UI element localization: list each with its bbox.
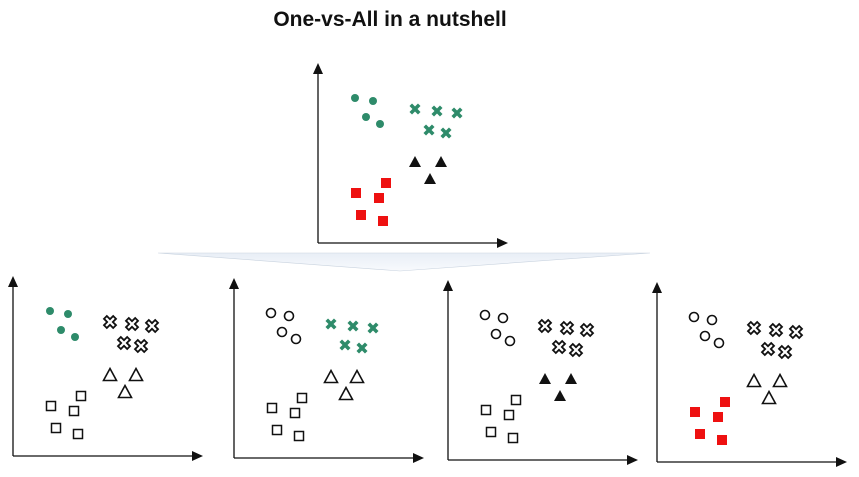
dot-point (706, 314, 718, 326)
cross-point (339, 339, 351, 351)
square-point (75, 390, 87, 402)
cross-point (144, 318, 160, 334)
diagram-title: One-vs-All in a nutshell (273, 8, 507, 31)
dot-point (283, 310, 295, 322)
square-point (50, 422, 62, 434)
axes (8, 276, 203, 461)
triangle-point (435, 156, 447, 167)
dot-point (699, 330, 711, 342)
cross-point (423, 124, 435, 136)
square-point (296, 392, 308, 404)
cross-point (116, 335, 132, 351)
cross-point (777, 344, 793, 360)
dot-point (64, 310, 72, 318)
cross-point (579, 322, 595, 338)
axes (443, 280, 638, 465)
square-point (378, 216, 388, 226)
cross-point (788, 324, 804, 340)
square-point (293, 430, 305, 442)
square-point (45, 400, 57, 412)
dot-point (290, 333, 302, 345)
square-point (271, 424, 283, 436)
dot-point (71, 333, 79, 341)
triangle-point (102, 366, 118, 382)
square-point (485, 426, 497, 438)
triangle-point (539, 373, 551, 384)
square-point (480, 404, 492, 416)
cross-point (760, 341, 776, 357)
dot-point (369, 97, 377, 105)
triangle-point (323, 368, 339, 384)
dot-point (57, 326, 65, 334)
cross-point (440, 127, 452, 139)
triangle-point (554, 390, 566, 401)
dot-point (376, 120, 384, 128)
cross-point (409, 103, 421, 115)
cross-point (356, 342, 368, 354)
cross-point (102, 314, 118, 330)
dot-point (504, 335, 516, 347)
cross-point (551, 339, 567, 355)
square-point (356, 210, 366, 220)
panel-dots-vs-all (8, 276, 203, 461)
square-point (713, 412, 723, 422)
square-point (72, 428, 84, 440)
triangle-point (117, 383, 133, 399)
triangle-point (409, 156, 421, 167)
cross-point (124, 316, 140, 332)
cross-point (431, 105, 443, 117)
cross-point (325, 318, 337, 330)
square-point (717, 435, 727, 445)
triangle-point (565, 373, 577, 384)
triangle-point (338, 385, 354, 401)
panel-crosses-vs-all (229, 278, 424, 463)
panel-triangles-vs-all (443, 280, 638, 465)
square-point (507, 432, 519, 444)
dot-point (351, 94, 359, 102)
axes (652, 282, 847, 467)
triangle-point (761, 389, 777, 405)
square-point (695, 429, 705, 439)
dot-point (490, 328, 502, 340)
triangle-point (128, 366, 144, 382)
cross-point (451, 107, 463, 119)
cross-point (537, 318, 553, 334)
square-point (720, 397, 730, 407)
cross-point (746, 320, 762, 336)
cross-point (768, 322, 784, 338)
dot-point (46, 307, 54, 315)
cross-point (347, 320, 359, 332)
dot-point (265, 307, 277, 319)
dot-point (362, 113, 370, 121)
square-point (266, 402, 278, 414)
triangle-point (424, 173, 436, 184)
axes (229, 278, 424, 463)
dot-point (497, 312, 509, 324)
axes (313, 63, 508, 248)
dot-point (276, 326, 288, 338)
square-point (351, 188, 361, 198)
square-point (503, 409, 515, 421)
square-point (374, 193, 384, 203)
triangle-point (746, 372, 762, 388)
triangle-point (349, 368, 365, 384)
cross-point (133, 338, 149, 354)
dot-point (479, 309, 491, 321)
square-point (381, 178, 391, 188)
triangle-point (772, 372, 788, 388)
panel-squares-vs-all (652, 282, 847, 467)
dot-point (688, 311, 700, 323)
cross-point (568, 342, 584, 358)
square-point (690, 407, 700, 417)
split-funnel (157, 252, 651, 272)
cross-point (559, 320, 575, 336)
original-panel (313, 63, 508, 248)
cross-point (367, 322, 379, 334)
dot-point (713, 337, 725, 349)
square-point (289, 407, 301, 419)
square-point (68, 405, 80, 417)
square-point (510, 394, 522, 406)
